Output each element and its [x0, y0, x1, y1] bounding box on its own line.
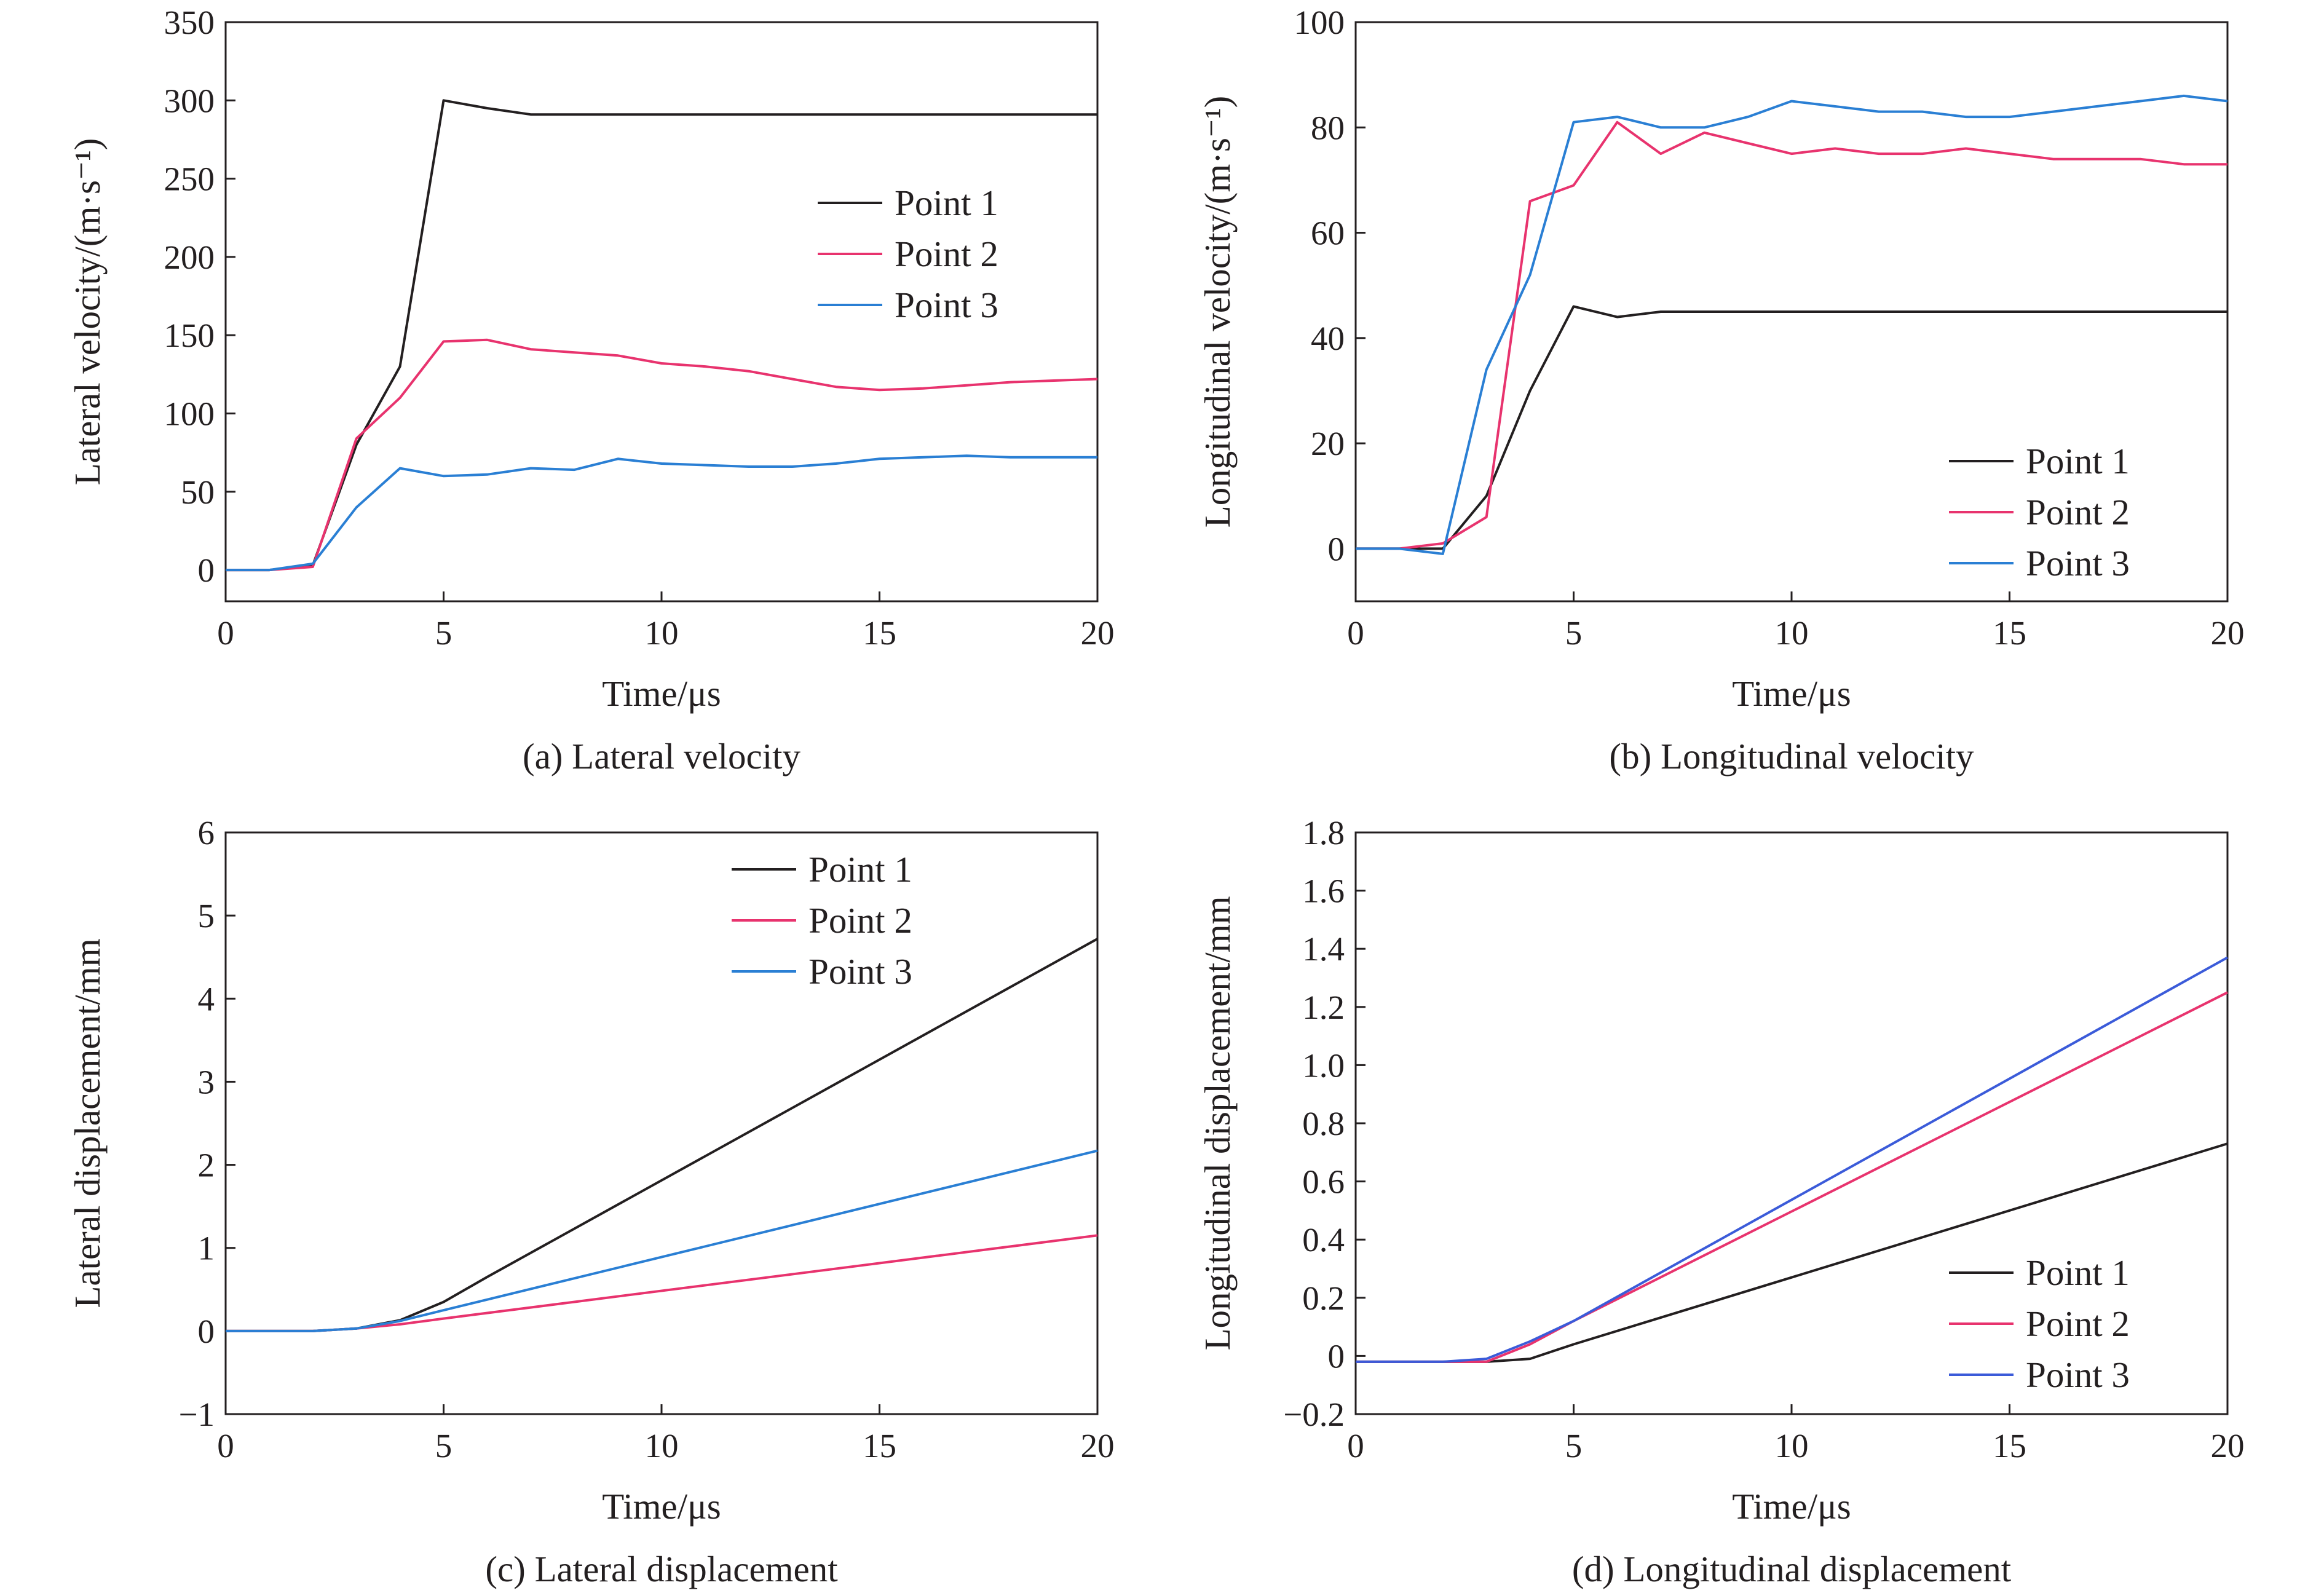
x-tick-label: 10: [645, 1427, 679, 1465]
y-tick-label: 350: [164, 4, 215, 41]
y-axis-label: Longitudinal displacement/mm: [1197, 896, 1238, 1351]
y-tick-label: 0: [1328, 1337, 1345, 1375]
legend: Point 1 Point 2 Point 3: [1949, 441, 2130, 583]
chart-panel-4: 0 5 10 15 20−0.200.20.40.60.81.01.21.41.61.8…: [1197, 814, 2245, 1589]
legend-label: Point 1: [2026, 441, 2130, 481]
y-tick-label: 250: [164, 160, 215, 198]
legend-label: Point 3: [895, 285, 998, 325]
legend-label: Point 2: [2026, 492, 2130, 532]
x-tick-label: 0: [217, 614, 234, 652]
series-line-point-1: [226, 938, 1098, 1332]
legend-label: Point 2: [2026, 1303, 2130, 1344]
y-tick-label: 40: [1311, 320, 1345, 357]
y-tick-label: 6: [198, 814, 215, 852]
y-tick-label: 0: [198, 1313, 215, 1350]
y-tick-label: 1: [198, 1230, 215, 1267]
y-tick-label: −1: [178, 1396, 215, 1433]
plot-frame: [224, 831, 1099, 1415]
y-axis-label: Longitudinal velocity/(m·s⁻¹): [1197, 96, 1238, 528]
series-line-point-2: [1356, 121, 2227, 550]
x-tick-label: 15: [1993, 614, 2026, 652]
y-tick-label: 150: [164, 317, 215, 354]
x-axis-label: Time/μs: [602, 1486, 721, 1527]
y-axis-label: Lateral displacement/mm: [67, 938, 108, 1308]
y-tick-label: 100: [1294, 4, 1345, 41]
legend: Point 1 Point 2 Point 3: [818, 183, 998, 325]
series-line-point-3: [226, 454, 1097, 572]
y-tick-label: 300: [164, 82, 215, 119]
legend-label: Point 1: [808, 849, 912, 890]
y-tick-label: 200: [164, 239, 215, 276]
x-tick-label: 5: [1565, 614, 1583, 652]
series-line-point-1: [1356, 305, 2227, 550]
x-tick-label: 15: [863, 614, 896, 652]
y-tick-label: 0.8: [1302, 1105, 1345, 1142]
y-tick-label: 1.0: [1302, 1046, 1345, 1084]
x-tick-label: 5: [1565, 1427, 1583, 1465]
legend-label: Point 2: [808, 900, 912, 941]
y-tick-label: −0.2: [1283, 1396, 1345, 1433]
legend-label: Point 1: [895, 183, 998, 223]
x-tick-label: 20: [1081, 1427, 1115, 1465]
legend-label: Point 1: [2026, 1252, 2130, 1293]
y-tick-label: 20: [1311, 425, 1345, 462]
y-tick-label: 1.6: [1302, 872, 1345, 910]
series-line-point-3: [1356, 94, 2228, 555]
x-tick-label: 20: [1081, 614, 1115, 652]
x-tick-label: 0: [1347, 614, 1364, 652]
y-tick-label: 0: [1328, 530, 1345, 567]
series-line-point-3: [226, 1149, 1098, 1332]
y-tick-label: 0.4: [1302, 1221, 1345, 1259]
x-tick-label: 20: [2211, 614, 2245, 652]
legend-label: Point 3: [2026, 1354, 2130, 1395]
x-tick-label: 5: [435, 1427, 453, 1465]
y-tick-label: 80: [1311, 109, 1345, 146]
x-tick-label: 20: [2211, 1427, 2245, 1465]
y-tick-label: 60: [1311, 215, 1345, 252]
y-tick-label: 1.2: [1302, 989, 1345, 1026]
panel-caption: (d) Longitudinal displacement: [1572, 1549, 2012, 1589]
legend: Point 1 Point 2 Point 3: [732, 849, 912, 992]
panel-caption: (b) Longitudinal velocity: [1609, 736, 1974, 777]
y-tick-label: 0.6: [1302, 1163, 1345, 1201]
y-tick-label: 1.8: [1302, 814, 1345, 852]
x-tick-label: 5: [435, 614, 453, 652]
y-tick-label: 0.2: [1302, 1279, 1345, 1317]
y-tick-label: 100: [164, 395, 215, 432]
y-tick-label: 50: [181, 473, 215, 511]
series-line-point-2: [226, 338, 1098, 572]
legend-label: Point 3: [2026, 543, 2130, 583]
y-tick-label: 2: [198, 1147, 215, 1184]
x-tick-label: 10: [645, 614, 679, 652]
y-tick-label: 5: [198, 897, 215, 935]
legend-label: Point 3: [808, 951, 912, 992]
y-tick-label: 1.4: [1302, 930, 1345, 968]
series-line-point-3: [1356, 956, 2228, 1363]
x-tick-label: 0: [217, 1427, 234, 1465]
y-tick-label: 3: [198, 1063, 215, 1101]
x-axis-label: Time/μs: [1732, 1486, 1851, 1527]
panel-caption: (c) Lateral displacement: [485, 1549, 838, 1589]
series-line-point-2: [226, 1234, 1098, 1332]
x-tick-label: 0: [1347, 1427, 1364, 1465]
legend-label: Point 2: [895, 234, 998, 274]
x-tick-label: 10: [1775, 1427, 1809, 1465]
y-tick-label: 4: [198, 980, 215, 1018]
chart-panel-1: 0 5 10 15 20050100150200250300350Time/μsLate…: [67, 4, 1115, 777]
x-tick-label: 10: [1775, 614, 1809, 652]
panel-caption: (a) Lateral velocity: [523, 736, 801, 777]
x-axis-label: Time/μs: [1732, 673, 1851, 714]
x-tick-label: 15: [1993, 1427, 2026, 1465]
chart-panel-2: 0 5 10 15 20 0 20 40 60 80 100 Time/μs Longitudinal …: [1197, 4, 2245, 777]
series-line-point-1: [226, 99, 1097, 572]
x-axis-label: Time/μs: [602, 673, 721, 714]
y-tick-label: 0: [198, 551, 215, 589]
legend: Point 1 Point 2 Point 3: [1949, 1252, 2130, 1395]
x-tick-label: 15: [863, 1427, 896, 1465]
y-axis-label: Lateral velocity/(m·s⁻¹): [67, 138, 108, 486]
